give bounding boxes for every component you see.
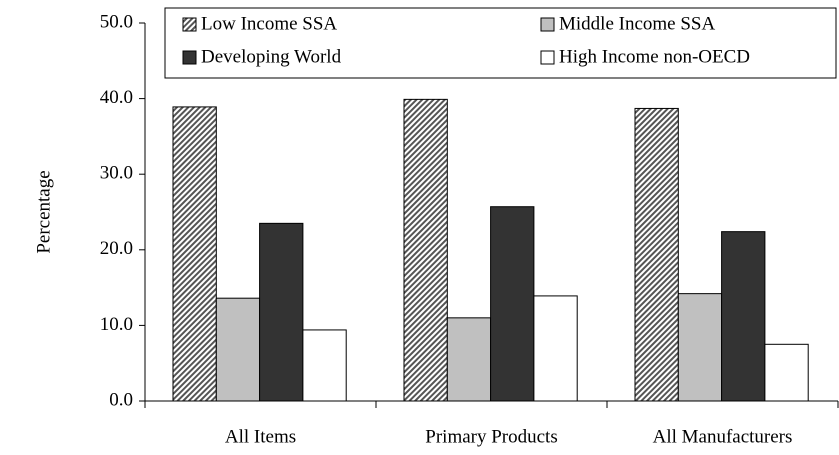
x-tick-label: Primary Products <box>425 426 557 447</box>
legend-label: Low Income SSA <box>201 13 337 34</box>
bar <box>677 293 723 402</box>
bar <box>533 295 578 402</box>
y-tick-label: 0.0 <box>109 389 133 410</box>
legend-label: High Income non-OECD <box>559 46 750 67</box>
bar <box>764 343 809 402</box>
bar <box>446 317 492 402</box>
legend-label: Middle Income SSA <box>559 13 715 34</box>
y-tick-label: 20.0 <box>100 238 133 259</box>
bar <box>302 329 347 402</box>
bar <box>490 206 535 402</box>
y-tick-label: 40.0 <box>100 87 133 108</box>
legend-swatch <box>182 50 197 65</box>
y-axis-label: Percentage <box>33 170 54 253</box>
legend-label: Developing World <box>201 46 342 67</box>
legend-swatch <box>182 17 197 32</box>
bar <box>403 98 448 402</box>
bar <box>172 106 217 402</box>
y-tick-label: 30.0 <box>100 163 133 184</box>
bar <box>259 222 304 402</box>
y-tick-label: 50.0 <box>100 11 133 32</box>
bar <box>215 297 261 402</box>
bar <box>721 231 766 402</box>
legend-swatch <box>540 17 555 32</box>
legend-swatch <box>540 50 555 65</box>
legend-box <box>164 7 837 79</box>
x-tick-label: All Manufacturers <box>653 426 793 447</box>
x-tick-label: All Items <box>225 426 296 447</box>
y-tick-label: 10.0 <box>100 314 133 335</box>
bar <box>634 107 679 402</box>
